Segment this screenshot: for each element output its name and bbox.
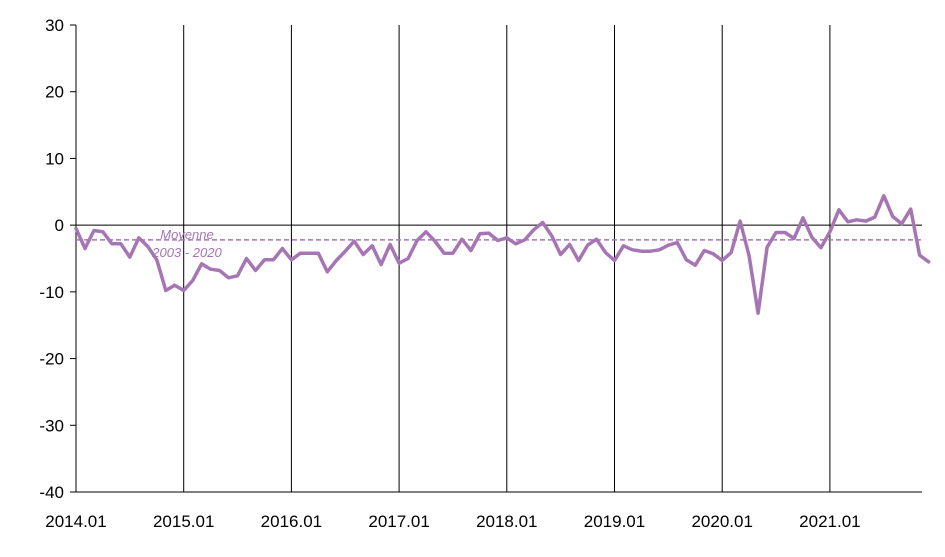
average-reference: Moyenne 2003 - 2020 (76, 227, 922, 260)
y-tick-label: -30 (39, 416, 64, 435)
y-tick-label: 0 (55, 216, 64, 235)
x-tick-label: 2015.01 (153, 512, 214, 531)
x-tick-label: 2021.01 (799, 512, 860, 531)
x-tick-label: 2014.01 (45, 512, 106, 531)
y-tick-label: -40 (39, 483, 64, 502)
average-label-line2: 2003 - 2020 (151, 245, 222, 260)
vertical-gridlines (183, 25, 831, 492)
series-line-0 (74, 194, 931, 315)
series-group (74, 194, 931, 315)
x-tick-label: 2017.01 (368, 512, 429, 531)
x-tick-label: 2020.01 (691, 512, 752, 531)
y-tick-label: 20 (45, 83, 64, 102)
axes (70, 24, 922, 493)
y-tick-label: 30 (45, 16, 64, 35)
x-tick-label: 2018.01 (476, 512, 537, 531)
x-tick-label: 2019.01 (584, 512, 645, 531)
average-label-line1: Moyenne (160, 227, 213, 242)
x-tick-label: 2016.01 (261, 512, 322, 531)
x-axis-tick-labels: 2014.01 2015.01 2016.01 2017.01 2018.01 2019.… (45, 512, 860, 531)
y-tick-label: -10 (39, 283, 64, 302)
y-tick-label: 10 (45, 149, 64, 168)
y-tick-label: -20 (39, 350, 64, 369)
y-axis-tick-labels: 30 20 10 0 -10 -20 -30 -40 (39, 16, 64, 502)
